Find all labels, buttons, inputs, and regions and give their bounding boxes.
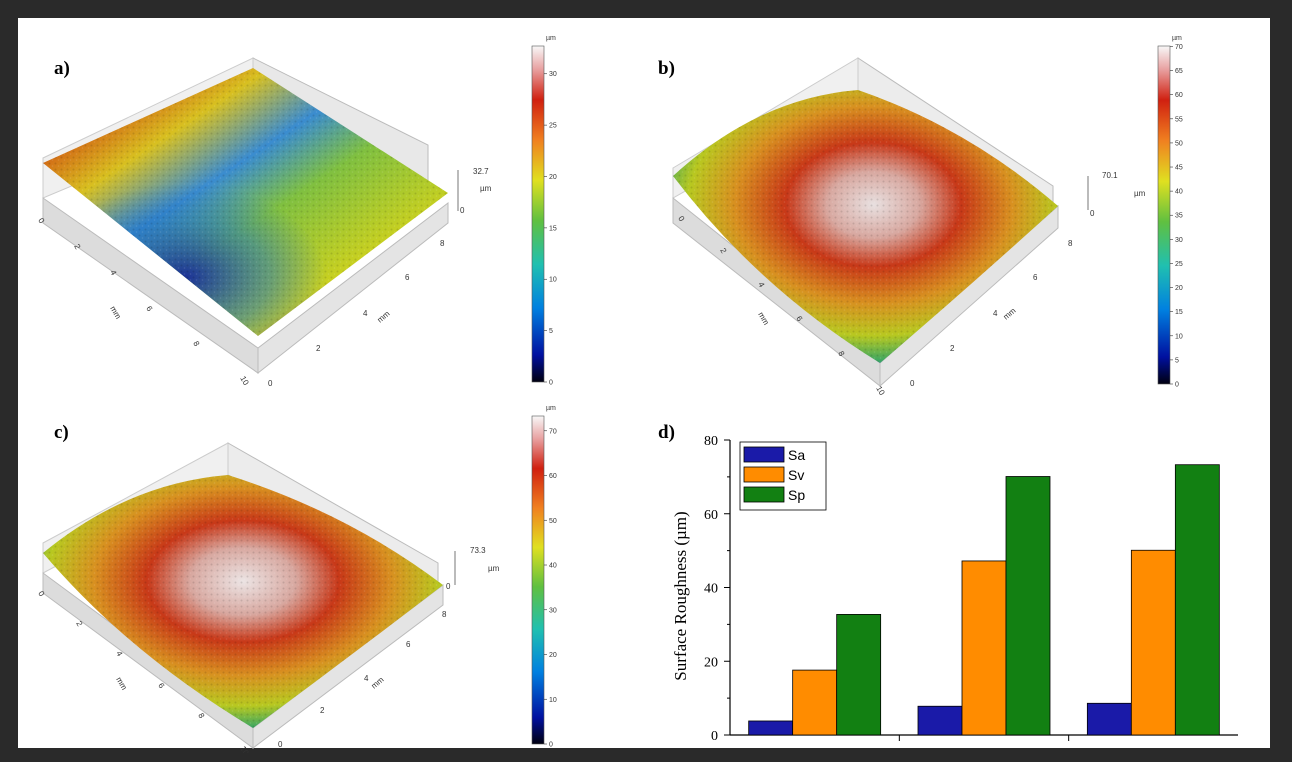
panel-b-surface-plot: 0 2 4 6 8 10 mm 0 2 4 6 8 mm 70.1 0 µm [672, 57, 1146, 398]
y-tick-label: 40 [704, 582, 718, 597]
panel-c-ytick: 6 [406, 640, 411, 649]
legend-swatch-sa [743, 446, 785, 463]
y-axis-label: Surface Roughness (µm) [671, 511, 690, 680]
panel-a-label: a) [54, 58, 70, 79]
panel-b-xtick: 6 [794, 315, 804, 324]
bar-sa [748, 720, 794, 736]
panel-c-yunit: mm [370, 675, 386, 691]
panel-b-ytick: 4 [993, 309, 998, 318]
panel-a-xtick: 0 [36, 217, 46, 226]
panel-b-ytick: 8 [1068, 239, 1073, 248]
panel-a-xtick: 8 [191, 340, 201, 349]
panel-b-zmin: 0 [1090, 209, 1095, 218]
y-tick-label: 20 [704, 655, 718, 670]
panel-a-surface-plot: 0 2 4 6 8 10 mm 0 2 4 6 8 mm 32.7 0 µm [36, 57, 492, 388]
panel-b-ytick: 2 [950, 344, 955, 353]
panel-a-zmax: 32.7 [473, 167, 489, 176]
panel-c-xtick: 6 [156, 682, 166, 691]
panel-c-xtick: 0 [36, 590, 46, 599]
figure-canvas: a) b) c) d) [18, 18, 1270, 753]
panel-c-label: c) [54, 422, 69, 443]
panel-b-yunit: mm [1002, 306, 1018, 322]
panel-a-xunit: mm [108, 305, 123, 321]
panel-c-colorbar-unit: µm [546, 405, 556, 412]
panel-a-ytick: 0 [268, 379, 273, 388]
panel-c-ytick: 0 [278, 740, 283, 749]
panel-b-xtick: 2 [718, 247, 728, 256]
panel-b-xunit: mm [756, 311, 771, 327]
panel-a-yunit: mm [376, 309, 392, 325]
panel-a-zunit: µm [480, 184, 492, 193]
panel-a-ytick: 4 [363, 309, 368, 318]
panel-b-zunit: µm [1134, 189, 1146, 198]
bar-sp [1005, 476, 1051, 736]
panel-c-ytick: 4 [364, 674, 369, 683]
panel-b-xtick: 0 [676, 215, 686, 224]
panel-c-surface-plot: 0 2 4 6 8 10 mm 0 2 4 6 8 mm 73.3 0 µm [36, 442, 500, 754]
panel-b-zmax: 70.1 [1102, 171, 1118, 180]
panel-b-xtick: 8 [836, 350, 846, 359]
panel-c-xtick: 4 [114, 650, 124, 659]
panel-a-xtick: 2 [72, 243, 82, 252]
panel-a-xtick: 6 [144, 305, 154, 314]
panel-a-ytick: 2 [316, 344, 321, 353]
bar-sv [961, 560, 1007, 736]
x-tick-label: SP (7 bar, 5 min) [933, 747, 1035, 748]
panel-b-xtick: 10 [874, 385, 887, 398]
x-tick-label: Unpeened [784, 747, 845, 748]
panel-c-zunit: µm [488, 564, 500, 573]
legend-label-sv: Sv [788, 467, 804, 483]
x-tick-label: SP (7 bar, 15 min) [1099, 747, 1208, 748]
bar-sa [1086, 702, 1132, 736]
y-tick-label: 0 [711, 729, 718, 744]
bar-sa [917, 705, 963, 736]
legend-label-sa: Sa [788, 447, 805, 463]
bar-sp [836, 614, 882, 736]
panel-b-xtick: 4 [756, 281, 766, 290]
panel-a-zmin: 0 [460, 206, 465, 215]
panel-b-label: b) [658, 58, 675, 79]
panel-a-xtick: 10 [238, 375, 251, 388]
panel-d-label: d) [658, 422, 675, 443]
legend-swatch-sp [743, 486, 785, 503]
panel-c-xunit: mm [114, 676, 129, 692]
y-tick-label: 60 [704, 508, 718, 523]
panel-c-zmin: 0 [446, 582, 451, 591]
bar-sv [792, 669, 838, 736]
panel-c-xtick: 8 [196, 712, 206, 721]
panel-c-zmax: 73.3 [470, 546, 486, 555]
y-tick-label: 80 [704, 434, 718, 449]
panel-b-ytick: 0 [910, 379, 915, 388]
panel-a-ytick: 6 [405, 273, 410, 282]
legend-swatch-sv [743, 466, 785, 483]
panel-a-xtick: 4 [108, 269, 118, 278]
panel-b-ytick: 6 [1033, 273, 1038, 282]
panel-c-ytick: 8 [442, 610, 447, 619]
panel-a-ytick: 8 [440, 239, 445, 248]
panel-c-xtick: 10 [238, 745, 251, 754]
bar-sv [1130, 549, 1176, 736]
panel-c-xtick: 2 [74, 620, 84, 629]
legend-label-sp: Sp [788, 487, 805, 503]
bar-chart: Surface Roughness (µm) 0 20 40 60 80 Unpeened… [671, 434, 1238, 748]
panel-c-ytick: 2 [320, 706, 325, 715]
bar-sp [1174, 464, 1220, 736]
